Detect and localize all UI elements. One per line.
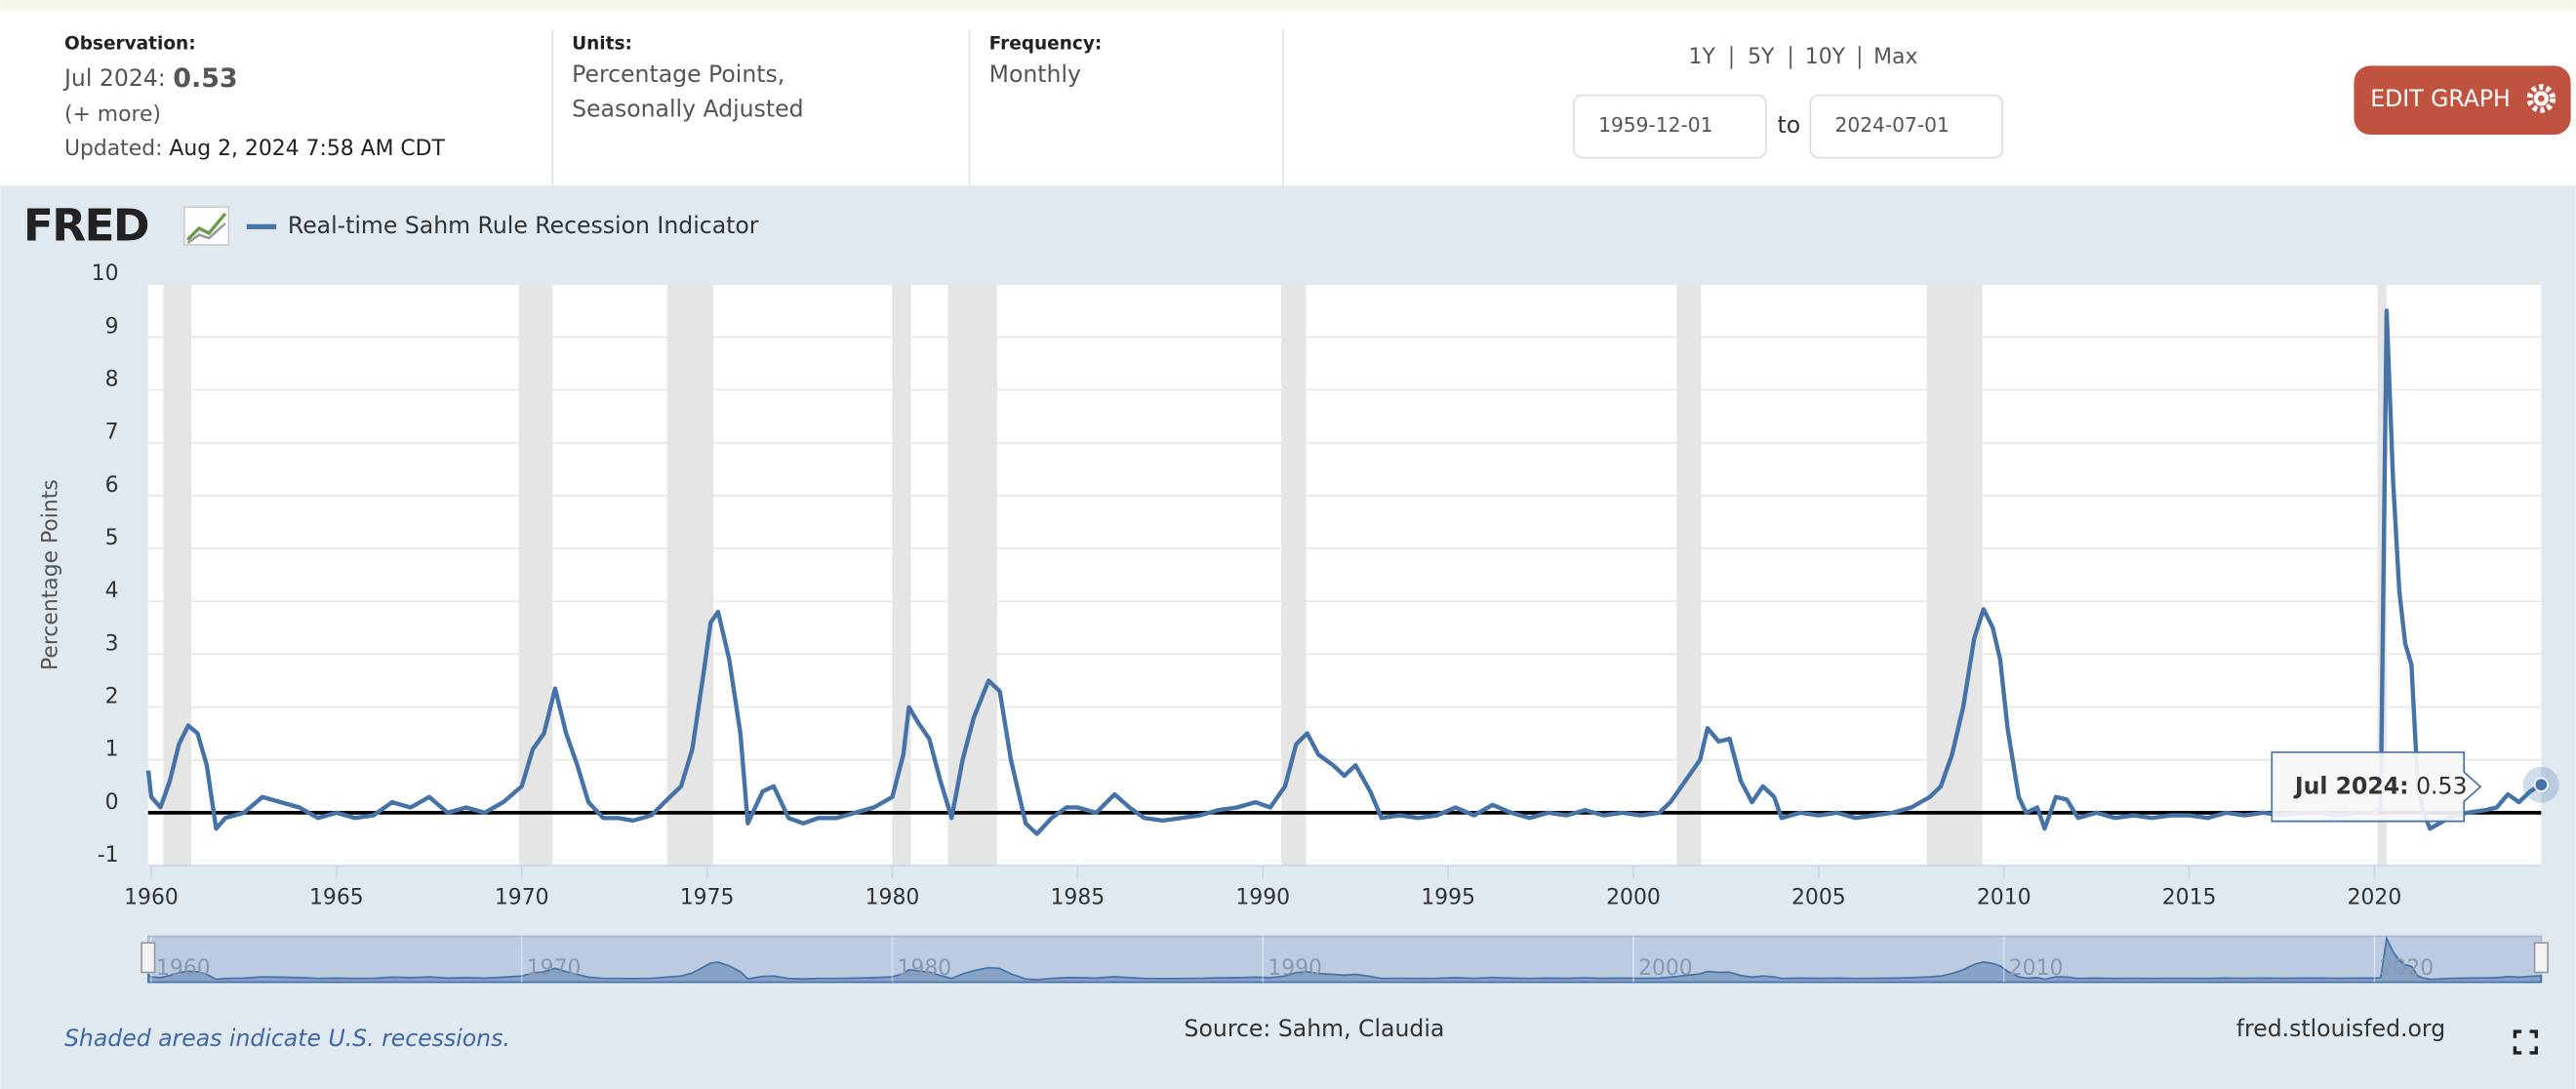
range-button[interactable]: 1Y — [1689, 45, 1716, 69]
x-tick-label: 1985 — [1050, 886, 1105, 910]
y-tick-label: 7 — [105, 421, 119, 445]
top-strip — [0, 0, 2576, 11]
recession-band — [947, 284, 997, 867]
updated-date: Aug 2, 2024 7:58 AM CDT — [169, 137, 445, 161]
end-input[interactable] — [1809, 94, 2004, 159]
tooltip: Jul 2024: 0.53 — [2293, 772, 2468, 799]
frequency-label: Frequency: — [989, 33, 1103, 54]
updated-label: Updated: — [64, 137, 162, 161]
recession-band — [666, 284, 714, 867]
observation: Jul 2024: 0.53 — [62, 62, 238, 93]
y-tick-label: 6 — [105, 473, 119, 498]
start-date: 1959-12-01 — [1598, 113, 1712, 137]
edit-graph-label: EDIT GRAPH — [2370, 85, 2511, 112]
y-tick-label: 2 — [105, 684, 119, 708]
y-tick-label: 1 — [105, 738, 119, 762]
logo-icon — [183, 206, 230, 246]
recession-band — [1676, 284, 1702, 867]
frequency: Monthly — [989, 60, 1081, 88]
gear-icon — [2526, 84, 2556, 113]
recession-band — [163, 284, 191, 867]
x-tick-label: 1970 — [495, 886, 549, 910]
navigator-label: 1960 — [156, 956, 211, 981]
fullscreen-icon[interactable] — [2513, 1029, 2538, 1055]
units: Percentage Points, — [572, 60, 785, 88]
units: Seasonally Adjusted — [572, 95, 803, 122]
more-link[interactable]: (+ more) — [64, 102, 161, 127]
x-tick-label: 2010 — [1977, 886, 2032, 910]
navigator-handle[interactable] — [2533, 942, 2549, 974]
logo: FRED — [23, 199, 148, 251]
recession-band — [1926, 284, 1983, 867]
navigator-label: 2020 — [2379, 956, 2434, 981]
x-tick-label: 2020 — [2348, 886, 2402, 910]
y-tick-label: 3 — [105, 631, 119, 656]
plot-area — [147, 284, 2542, 867]
y-tick-label: 0 — [105, 790, 119, 815]
x-tick-label: 2000 — [1606, 886, 1661, 910]
y-tick-label: 5 — [105, 526, 119, 550]
navigator-label: 2010 — [2009, 956, 2064, 981]
x-tick-label: 1980 — [865, 886, 920, 910]
observation-date: Jul 2024: — [62, 63, 166, 91]
x-tick-label: 2015 — [2162, 886, 2217, 910]
navigator-handle[interactable] — [141, 942, 156, 974]
header — [0, 10, 2576, 186]
tooltip-date: Jul 2024: — [2293, 772, 2409, 799]
recession-band — [518, 284, 553, 867]
observation-label: Observation: — [64, 33, 196, 54]
start-input[interactable] — [1573, 94, 1767, 159]
x-tick-label: 1990 — [1235, 886, 1290, 910]
edit-graph-button[interactable] — [2354, 65, 2571, 136]
x-tick-label: 2005 — [1791, 886, 1846, 910]
navigator-label: 1980 — [898, 956, 952, 981]
hover-point — [2533, 777, 2549, 792]
navigator-label: 2000 — [1638, 956, 1693, 981]
series-line — [145, 308, 2543, 836]
updated: Updated: Aug 2, 2024 7:58 AM CDT — [64, 137, 446, 161]
to-label: to — [1778, 111, 1801, 139]
x-tick-label: 1995 — [1421, 886, 1475, 910]
y-tick-label: 9 — [105, 314, 119, 339]
source: Source: Sahm, Claudia — [1185, 1015, 1445, 1042]
site: fred.stlouisfed.org — [2236, 1015, 2445, 1042]
range-button[interactable]: 5Y — [1748, 45, 1775, 69]
end-date: 2024-07-01 — [1835, 113, 1950, 137]
range-button[interactable]: Max — [1873, 45, 1917, 69]
x-tick-label: 1965 — [309, 886, 364, 910]
y-tick-label: 10 — [92, 262, 119, 286]
x-tick-label: 1975 — [680, 886, 735, 910]
range-button[interactable]: 10Y — [1805, 45, 1846, 69]
y-tick-label: 4 — [105, 579, 119, 603]
observation-value: 0.53 — [173, 62, 237, 93]
y-tick-label: 8 — [105, 367, 119, 391]
x-tick-label: 1960 — [124, 886, 179, 910]
navigator-label: 1990 — [1268, 956, 1322, 981]
plot: -1 0 1 2 3 4 5 6 7 8 9 10 1960 1965 1970 1975 1980 1985 19… — [92, 262, 2559, 984]
legend-label: Real-time Sahm Rule Recession Indicator — [288, 212, 759, 239]
units-label: Units: — [572, 33, 632, 54]
recession-band — [1281, 284, 1307, 867]
navigator-label: 1970 — [527, 956, 582, 981]
range-buttons: 1Y 5Y 10Y Max — [1689, 45, 1918, 69]
tooltip-box — [2271, 751, 2482, 823]
y-tick-label: -1 — [98, 843, 119, 867]
tooltip-value: 0.53 — [2416, 772, 2467, 799]
y-axis-title: Percentage Points — [39, 479, 63, 670]
navigator-area — [147, 935, 2543, 984]
recession-note: Shaded areas indicate U.S. recessions. — [64, 1025, 510, 1052]
